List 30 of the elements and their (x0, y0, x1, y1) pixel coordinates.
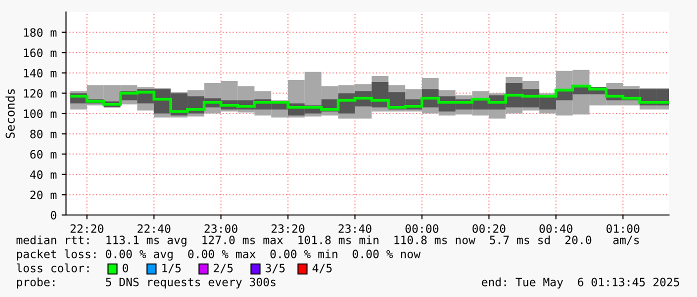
y-tick-label: 100 m (24, 109, 56, 118)
x-tick-label: 01:00 (606, 224, 640, 233)
x-tick-label: 23:20 (272, 224, 304, 233)
text: 3/5 (266, 264, 285, 274)
text: 4/5 (312, 264, 332, 274)
y-tick-label: 160 m (24, 48, 56, 58)
x-tick-label: 00:40 (540, 224, 572, 233)
text: 2/5 (214, 264, 233, 274)
y-tick-label: 140 m (24, 68, 56, 78)
text: packet loss: 0.00 % avg 0.00 % max 0.00 % min 0.00 % now (17, 249, 421, 261)
y-tick-label: 0 (50, 210, 56, 220)
y-tick-label: 80 m (30, 130, 56, 138)
x-tick-label: 00:20 (472, 224, 506, 233)
y-tick-label: 20 m (30, 190, 56, 200)
text: 0 (122, 264, 128, 272)
y-tick-label: 120 m (24, 89, 56, 98)
text: median rtt: 113.1 ms avg 127.0 ms max 101.8 ms min 110.8 ms now 5.7 ms sd 20.0 am/s (16, 235, 639, 247)
y-tick-label: 60 m (30, 150, 56, 159)
y-axis-title: Seconds (5, 89, 15, 138)
text: 1/5 (162, 264, 181, 274)
x-tick-label: 22:40 (138, 224, 170, 233)
text: end: Tue May 6 01:13:45 2025 (482, 278, 680, 289)
x-tick-label: 23:00 (204, 224, 238, 233)
x-tick-label: 00:00 (406, 224, 438, 233)
text: probe: 5 DNS requests every 300s (17, 277, 276, 289)
y-tick-label: 40 m (30, 170, 56, 179)
x-tick-label: 22:20 (70, 224, 104, 233)
x-tick-label: 23:40 (338, 224, 372, 233)
text: loss color: (16, 263, 89, 272)
y-tick-label: 180 m (24, 28, 56, 37)
